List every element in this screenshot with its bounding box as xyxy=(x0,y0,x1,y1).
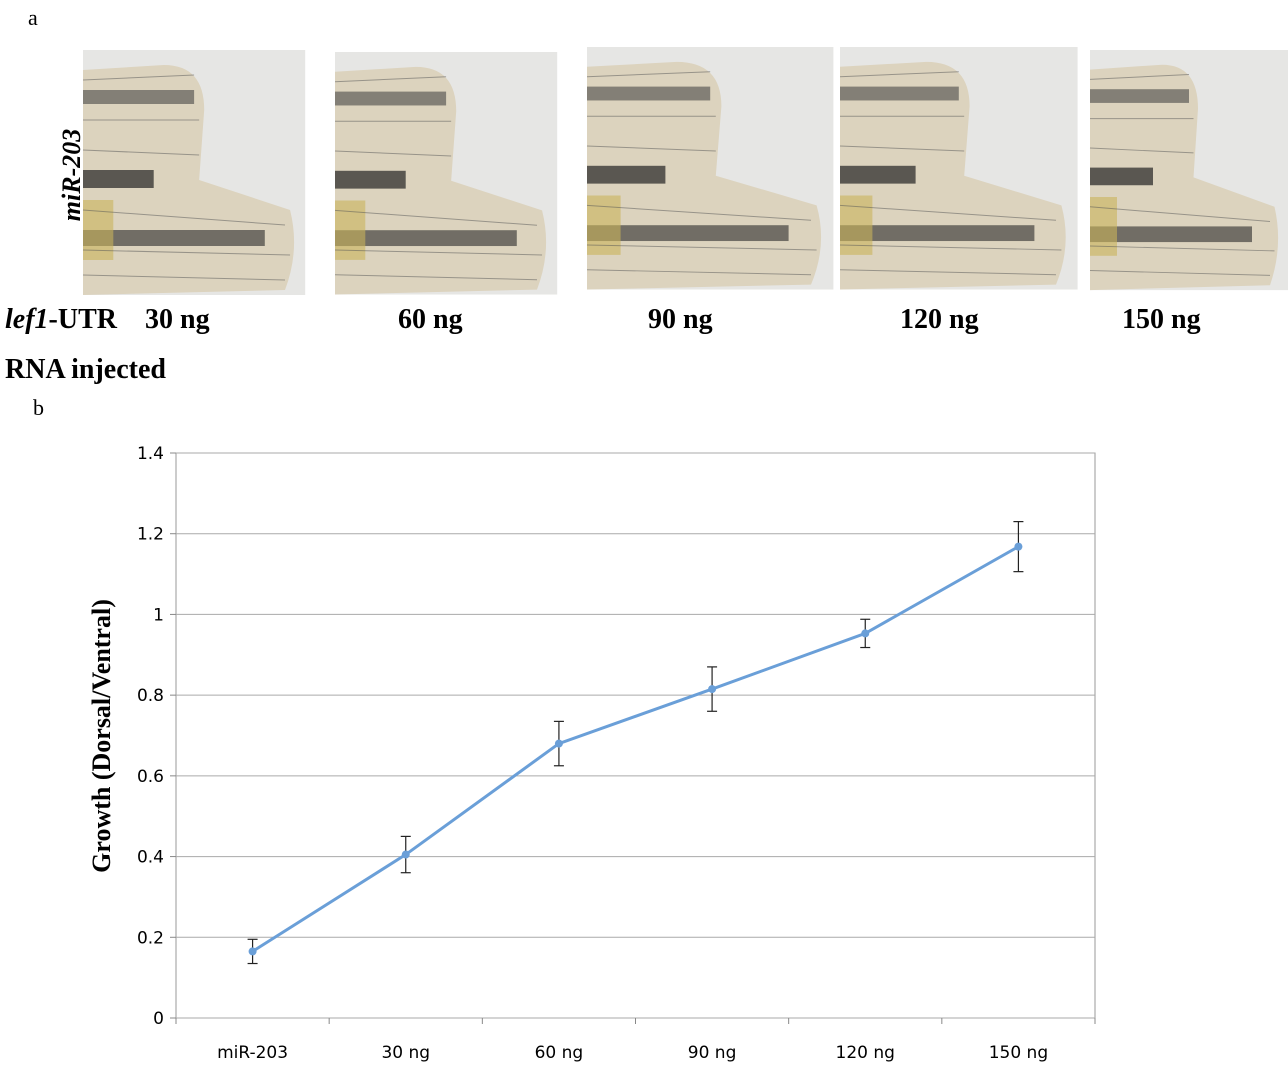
data-point xyxy=(249,947,257,955)
page: a miR-203 lef1-UTR 30 ng 60 ng 90 ng 120… xyxy=(0,0,1288,1066)
y-tick-label: 0.4 xyxy=(137,848,164,868)
data-point xyxy=(555,740,563,748)
dose-label: 90 ng xyxy=(648,304,713,335)
data-point xyxy=(861,629,869,637)
dose-label: 30 ng xyxy=(145,304,210,335)
dose-label: 150 ng xyxy=(1122,304,1201,335)
x-tick-label: 150 ng xyxy=(989,1043,1048,1063)
y-tick-label: 0.2 xyxy=(137,928,164,948)
plot-area xyxy=(176,453,1095,1018)
chart: 0 0.2 0.4 0.6 0.8 1 1.2 1.4 miR-203 30 ng 60 ng 90 … xyxy=(137,444,1095,1063)
gene-label: lef1-UTR xyxy=(5,304,118,335)
x-tick-label: 60 ng xyxy=(535,1043,584,1063)
gene-name: lef1 xyxy=(5,304,49,335)
series-line xyxy=(253,547,1019,952)
y-tick-label: 1.2 xyxy=(137,525,164,545)
panel-label: b xyxy=(33,395,44,420)
y-tick-label: 1.4 xyxy=(137,444,164,464)
x-tick-label: miR-203 xyxy=(217,1043,288,1063)
x-tick-label: 120 ng xyxy=(836,1043,895,1063)
fin-photo xyxy=(335,52,557,295)
gene-suffix: -UTR xyxy=(49,304,118,335)
figure: a miR-203 lef1-UTR 30 ng 60 ng 90 ng 120… xyxy=(0,0,1288,1066)
fin-photo xyxy=(840,47,1078,290)
y-tick-label: 0.8 xyxy=(137,686,164,706)
y-tick-label: 0.6 xyxy=(137,767,164,787)
fin-photo xyxy=(1090,50,1288,290)
y-axis-label: Growth (Dorsal/Ventral) xyxy=(87,599,116,873)
fin-photo xyxy=(83,50,305,295)
footer-label: RNA injected xyxy=(5,354,166,385)
data-point xyxy=(402,851,410,859)
y-tick-label: 0 xyxy=(153,1009,164,1029)
x-tick-label: 90 ng xyxy=(688,1043,737,1063)
row-label: miR-203 xyxy=(57,129,86,221)
panel-label: a xyxy=(28,5,38,30)
dose-label: 60 ng xyxy=(398,304,463,335)
data-point xyxy=(708,685,716,693)
y-tick-label: 1 xyxy=(153,605,164,625)
data-point xyxy=(1014,543,1022,551)
fin-photos xyxy=(83,47,1288,295)
fin-photo xyxy=(587,47,833,290)
x-tick-label: 30 ng xyxy=(381,1043,430,1063)
dose-label: 120 ng xyxy=(900,304,979,335)
